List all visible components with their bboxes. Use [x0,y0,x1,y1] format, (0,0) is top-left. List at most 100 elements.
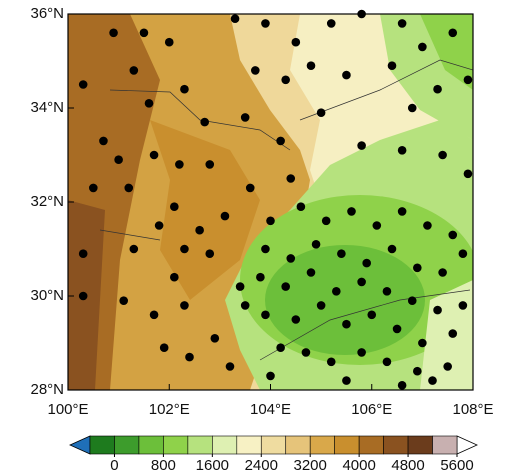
station [433,84,442,94]
station [407,103,417,113]
station [89,183,98,193]
station [397,19,407,28]
station [418,42,427,52]
station [205,249,215,258]
colorbar-box [358,435,384,455]
station [124,183,134,193]
station [261,310,270,320]
station [443,362,452,371]
colorbar-tick-label: 4000 [342,457,375,474]
station [78,249,88,258]
station [78,80,88,89]
station [413,263,422,273]
station [397,146,407,155]
station [180,244,189,254]
station [418,338,427,348]
colorbar-box [236,435,262,455]
station [205,160,215,169]
colorbar-tick-label: 800 [151,457,176,474]
station [382,357,392,367]
colorbar-box [334,435,360,455]
x-tick-label: 108°E [452,401,493,418]
y-tick-label: 30°N [30,287,64,304]
station [185,352,194,362]
station [438,268,447,277]
colorbar-tick-label: 3200 [294,457,327,474]
station [225,362,235,371]
station [332,287,341,296]
station [139,28,149,38]
colorbar-box [432,435,458,455]
station [448,28,458,38]
station [372,221,382,230]
colorbar-over [456,435,478,455]
station [170,272,179,282]
colorbar-box [407,435,433,455]
station [291,315,301,324]
station [210,334,220,343]
y-tick-label: 36°N [30,5,64,22]
station [180,301,189,310]
station [463,169,473,179]
station [316,108,326,117]
station [342,376,351,385]
station [200,117,209,127]
station [276,343,285,353]
station [407,296,417,306]
station [367,310,377,320]
station [78,291,88,301]
station [114,155,123,164]
station [448,230,458,240]
station [266,371,275,381]
station [316,301,326,310]
station [423,221,432,230]
x-tick-label: 104°E [250,401,291,418]
station [448,329,458,338]
station [397,207,407,216]
axes: 100°E 102°E 104°E 106°E 108°E 28°N 30°N 32°N 34°… [30,5,493,418]
colorbar-tick-label: 5600 [440,457,473,474]
station [281,75,290,85]
station [291,37,301,47]
station [99,136,108,146]
station [154,221,164,230]
station [337,249,346,258]
station [342,70,351,80]
colorbar-box [138,435,164,455]
colorbar: 0 800 1600 2400 3200 4000 4800 5600 [69,435,478,474]
station [286,174,296,183]
station [433,305,442,315]
station [397,381,407,390]
station [458,301,468,310]
station [296,202,306,211]
station [164,37,174,47]
station [357,277,366,287]
station [276,136,285,146]
station [321,216,331,226]
colorbar-tick-label: 1600 [196,457,229,474]
colorbar-tick-label: 2400 [245,457,278,474]
stations [78,9,473,390]
station [129,244,139,254]
station [245,183,255,193]
y-tick-label: 34°N [30,99,64,116]
station [159,343,169,353]
station [220,211,230,221]
station [357,141,366,150]
station [261,19,270,28]
station [119,296,128,306]
station [175,160,184,169]
station [342,319,351,329]
colorbar-tick-label: 0 [110,457,118,474]
station [230,14,240,23]
station [180,84,189,94]
station [392,324,402,334]
station [251,66,260,75]
station [311,240,321,249]
station [387,244,397,254]
colorbar-box [89,435,115,455]
station [357,9,366,19]
station [235,282,245,291]
station [240,301,250,310]
